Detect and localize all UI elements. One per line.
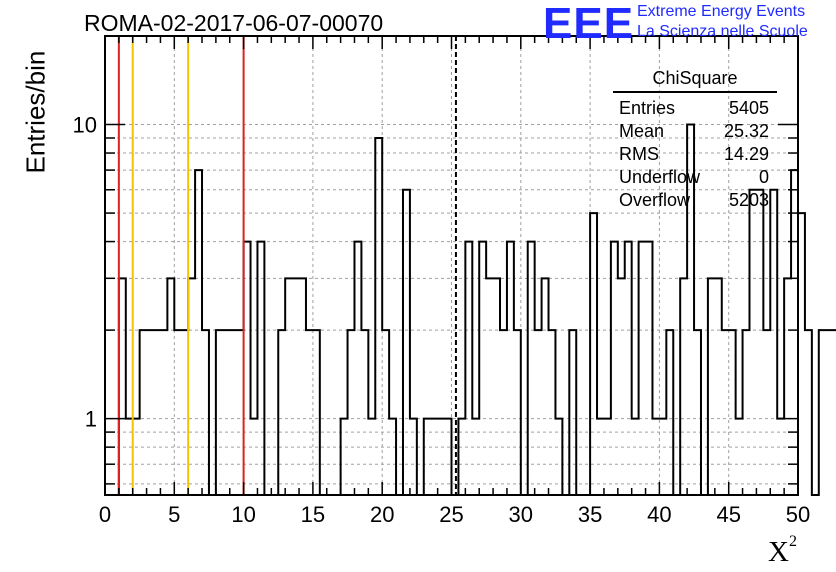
stats-box: ChiSquare Entries 5405 Mean 25.32 RMS 14.29… — [611, 68, 779, 212]
stats-label: RMS — [619, 144, 659, 164]
stats-row-underflow: Underflow 0 — [611, 166, 779, 189]
stats-value: 5405 — [728, 98, 769, 118]
x-tick-label: 15 — [301, 502, 325, 527]
stats-value: 5203 — [728, 190, 769, 210]
x-tick-label: 50 — [786, 502, 810, 527]
stats-row-entries: Entries 5405 — [611, 97, 779, 120]
x-tick-label: 25 — [439, 502, 463, 527]
y-tick-label: 10 — [73, 113, 97, 138]
stats-value: 14.29 — [723, 144, 769, 164]
marker-lines — [117, 36, 457, 495]
eee-logo: EEE — [543, 0, 635, 48]
stats-label: Mean — [619, 121, 665, 141]
stats-box-title: ChiSquare — [613, 68, 777, 93]
y-tick-label: 1 — [85, 407, 97, 432]
x-tick-label: 20 — [370, 502, 394, 527]
x-axis-label-symbol: X — [768, 536, 789, 568]
stats-label: Entries — [619, 98, 676, 118]
logo-text-line1: Extreme Energy Events — [637, 3, 806, 20]
stats-value: 25.32 — [723, 121, 769, 141]
stats-label: Overflow — [619, 190, 691, 210]
axis-ticks: 0 5 10 15 20 25 30 35 40 45 50 1 10 — [73, 35, 810, 527]
stats-label: Underflow — [619, 167, 701, 187]
stats-row-overflow: Overflow 5203 — [611, 189, 779, 212]
chart-title: ROMA-02-2017-06-07-00070 — [84, 10, 384, 36]
x-axis-label: X2 — [768, 533, 797, 569]
stats-row-rms: RMS 14.29 — [611, 143, 779, 166]
x-axis-label-superscript: 2 — [788, 533, 797, 551]
x-tick-label: 10 — [231, 502, 255, 527]
y-axis-label: Entries/bin — [20, 50, 51, 174]
x-tick-label: 0 — [99, 502, 111, 527]
x-tick-label: 30 — [509, 502, 533, 527]
x-tick-label: 35 — [578, 502, 602, 527]
stats-value: 0 — [758, 167, 769, 187]
stats-row-mean: Mean 25.32 — [611, 120, 779, 143]
x-tick-label: 40 — [647, 502, 671, 527]
logo-text-line2: La Scienza nelle Scuole — [637, 23, 808, 40]
x-tick-label: 45 — [716, 502, 740, 527]
x-tick-label: 5 — [168, 502, 180, 527]
